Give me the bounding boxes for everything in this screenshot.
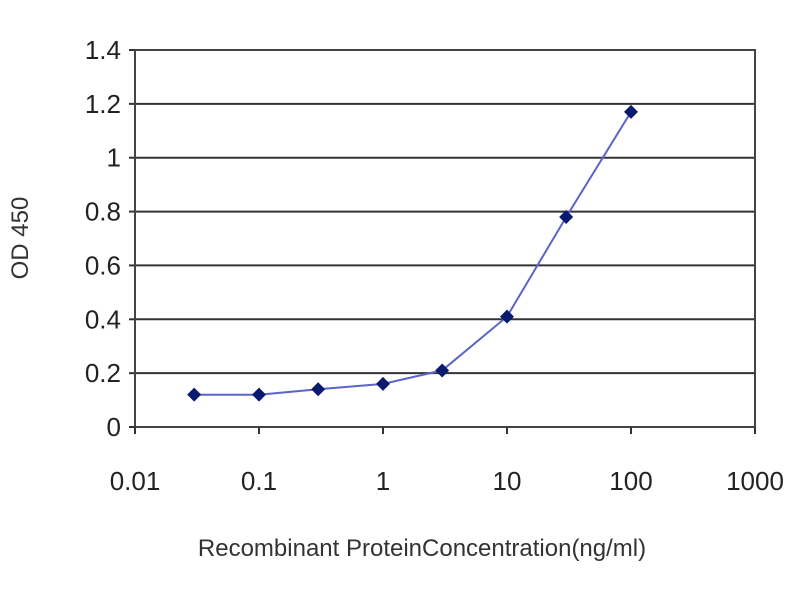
y-tick-label-7: 1.4: [85, 35, 121, 65]
x-tick-label-2: 1: [376, 466, 390, 496]
y-tick-label-3: 0.6: [85, 250, 121, 280]
grid-lines: [135, 49, 755, 375]
data-point-2: [311, 382, 326, 397]
x-tick-labels: 0.01 0.1 1 10 100 1000: [110, 466, 784, 496]
y-tick-label-4: 0.8: [85, 197, 121, 227]
x-tick-label-0: 0.01: [110, 466, 161, 496]
data-point-5: [500, 309, 514, 324]
series: [187, 104, 638, 402]
axes: [129, 49, 756, 434]
y-tick-label-5: 1: [107, 143, 121, 173]
x-tick-label-1: 0.1: [241, 466, 277, 496]
data-point-6: [559, 209, 574, 224]
data-point-0: [187, 387, 202, 402]
y-tick-labels: 0 0.2 0.4 0.6 0.8 1 1.2 1.4: [85, 35, 121, 442]
plot-area-border: [134, 49, 756, 428]
data-point-4: [435, 363, 450, 378]
x-tick-label-4: 100: [609, 466, 652, 496]
x-axis-title: Recombinant ProteinConcentration(ng/ml): [198, 535, 646, 562]
y-tick-label-2: 0.4: [85, 304, 121, 334]
y-tick-label-1: 0.2: [85, 358, 121, 388]
series-line-0: [194, 111, 632, 396]
x-tick-label-5: 1000: [726, 466, 784, 496]
y-tick-label-6: 1.2: [85, 89, 121, 119]
y-axis-title: OD 450: [7, 197, 34, 280]
x-tick-label-3: 10: [493, 466, 522, 496]
data-point-3: [376, 376, 390, 391]
data-point-1: [252, 387, 266, 402]
y-tick-label-0: 0: [107, 412, 121, 442]
data-point-7: [624, 104, 638, 119]
